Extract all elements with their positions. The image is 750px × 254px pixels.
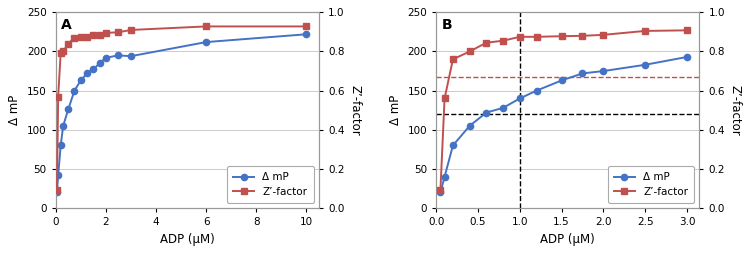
Text: B: B	[442, 18, 452, 32]
X-axis label: ADP (μM): ADP (μM)	[541, 233, 596, 246]
Δ mP	[465, 124, 474, 128]
Δ mP	[515, 97, 524, 100]
Z’-factor	[101, 31, 110, 34]
Δ mP	[56, 144, 65, 147]
Z’-factor	[56, 52, 65, 55]
Δ mP	[202, 41, 211, 44]
Line: Δ mP: Δ mP	[437, 54, 690, 196]
Z’-factor	[64, 42, 73, 45]
Z’-factor	[532, 35, 541, 38]
Δ mP	[640, 63, 650, 66]
Δ mP	[82, 72, 92, 75]
Z’-factor	[640, 29, 650, 33]
Line: Z’-factor: Z’-factor	[437, 27, 690, 194]
Z’-factor	[682, 29, 692, 32]
Δ mP	[54, 174, 63, 177]
Δ mP	[70, 89, 79, 92]
Z’-factor	[557, 35, 566, 38]
Z’-factor	[53, 189, 62, 192]
Y-axis label: Δ mP: Δ mP	[389, 95, 402, 125]
Legend: Δ mP, Z’-factor: Δ mP, Z’-factor	[608, 166, 694, 203]
Text: A: A	[61, 18, 72, 32]
Z’-factor	[88, 34, 98, 37]
Δ mP	[88, 68, 98, 71]
Δ mP	[64, 108, 73, 111]
Δ mP	[58, 124, 68, 128]
Line: Z’-factor: Z’-factor	[54, 23, 310, 194]
Δ mP	[448, 144, 458, 147]
Δ mP	[95, 62, 104, 65]
Δ mP	[482, 111, 490, 114]
Z’-factor	[598, 33, 608, 36]
Z’-factor	[95, 34, 104, 37]
Y-axis label: Δ mP: Δ mP	[8, 95, 21, 125]
Line: Δ mP: Δ mP	[54, 31, 310, 196]
Δ mP	[101, 56, 110, 59]
Z’-factor	[515, 35, 524, 38]
Y-axis label: Z’-factor: Z’-factor	[348, 85, 361, 136]
Z’-factor	[578, 34, 587, 37]
Δ mP	[578, 72, 587, 75]
Z’-factor	[114, 31, 123, 34]
Δ mP	[127, 55, 136, 58]
Δ mP	[499, 106, 508, 109]
Z’-factor	[448, 58, 458, 61]
Z’-factor	[76, 35, 86, 38]
Z’-factor	[127, 28, 136, 31]
Z’-factor	[482, 41, 490, 44]
Z’-factor	[465, 50, 474, 53]
Δ mP	[557, 79, 566, 82]
Δ mP	[76, 79, 86, 82]
Z’-factor	[54, 95, 63, 98]
Δ mP	[440, 175, 449, 178]
Z’-factor	[302, 25, 311, 28]
Z’-factor	[436, 189, 445, 192]
Z’-factor	[58, 50, 68, 53]
Z’-factor	[499, 39, 508, 42]
Δ mP	[302, 33, 311, 36]
Δ mP	[114, 54, 123, 57]
Z’-factor	[82, 35, 92, 38]
Δ mP	[682, 55, 692, 58]
Δ mP	[598, 70, 608, 73]
Legend: Δ mP, Z’-factor: Δ mP, Z’-factor	[227, 166, 314, 203]
Δ mP	[436, 191, 445, 194]
Z’-factor	[70, 36, 79, 39]
Z’-factor	[202, 25, 211, 28]
Δ mP	[53, 191, 62, 194]
Z’-factor	[440, 97, 449, 100]
X-axis label: ADP (μM): ADP (μM)	[160, 233, 214, 246]
Y-axis label: Z’-factor: Z’-factor	[729, 85, 742, 136]
Δ mP	[532, 89, 541, 92]
